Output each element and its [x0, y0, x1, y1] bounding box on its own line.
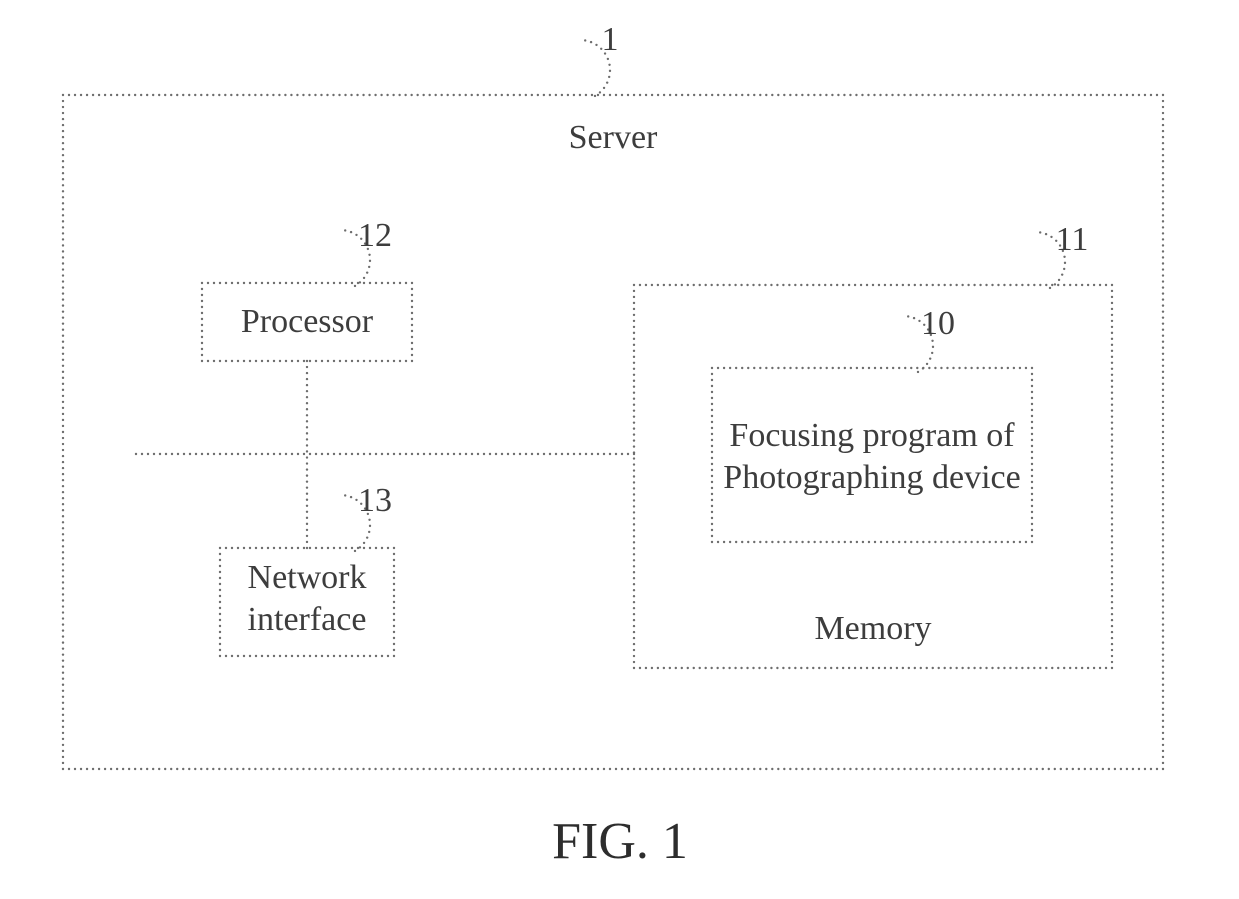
callout-program-num: 10 — [921, 305, 955, 342]
program-label-2: Photographing device — [723, 459, 1020, 496]
network-label-2: interface — [248, 601, 367, 638]
memory-label: Memory — [814, 610, 931, 647]
processor-label: Processor — [241, 303, 374, 340]
callout-processor-num: 12 — [358, 217, 392, 254]
server-label: Server — [569, 119, 658, 156]
callout-network-num: 13 — [358, 482, 392, 519]
callout-server-num: 1 — [602, 21, 619, 58]
figure-caption: FIG. 1 — [552, 813, 688, 870]
callout-memory-num: 11 — [1056, 221, 1089, 258]
program-label-1: Focusing program of — [729, 417, 1015, 454]
network-label-1: Network — [248, 559, 367, 596]
